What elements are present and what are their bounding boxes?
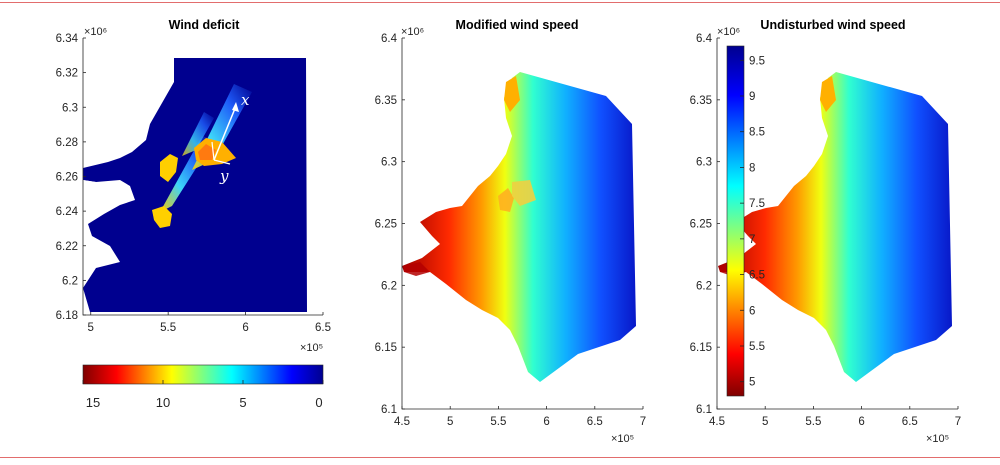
undisturbed-wind-field bbox=[718, 72, 952, 382]
x-tick-label: 6 bbox=[543, 416, 549, 428]
modified-x-exponent: ×10⁵ bbox=[611, 433, 634, 445]
undisturbed-wind-speed-panel: Undisturbed wind speed ×10⁶ ×10⁵ 5 5.5 6 6.… bbox=[690, 18, 962, 445]
x-tick-label: 6.5 bbox=[315, 322, 331, 334]
undisturbed-y-exponent: ×10⁶ bbox=[717, 26, 740, 38]
undisturbed-wind-speed-ticks: 4.5 5 5.5 6 6.5 7 6.1 6.15 6.2 6.25 6.3 6.35 6.4 bbox=[690, 33, 962, 428]
x-axis-annotation: x bbox=[241, 91, 250, 109]
modified-wake-patch bbox=[512, 180, 536, 206]
modified-farm-top bbox=[504, 76, 520, 112]
wind-deficit-ticks: 5 5.5 6 6.5 6.18 6.2 6.22 6.24 6.26 6.28 6.3 6.32 6.… bbox=[56, 33, 331, 334]
x-tick-label: 5 bbox=[447, 416, 453, 428]
y-tick-label: 6.35 bbox=[375, 95, 397, 107]
colorbar-tick-label: 0 bbox=[315, 395, 322, 410]
y-tick-label: 6.2 bbox=[62, 275, 78, 287]
local-axes-arrows bbox=[211, 102, 239, 165]
deficit-land-notch bbox=[83, 180, 104, 212]
farm-deficit-1 bbox=[160, 154, 178, 182]
wind-deficit-field bbox=[83, 58, 307, 312]
speed-colorbar bbox=[726, 45, 745, 397]
wind-deficit-y-exponent: ×10⁶ bbox=[84, 26, 107, 38]
deficit-colorbar-ticks: 15 10 5 0 bbox=[82, 380, 324, 410]
modified-wind-field bbox=[402, 72, 636, 382]
x-tick-label: 6.5 bbox=[587, 416, 603, 428]
y-axis-annotation: y bbox=[219, 167, 229, 185]
x-tick-label: 6.5 bbox=[902, 416, 918, 428]
colorbar-tick-label: 6.5 bbox=[749, 270, 765, 282]
undisturbed-speed-domain bbox=[718, 72, 952, 382]
y-tick-label: 6.25 bbox=[690, 219, 712, 231]
wind-deficit-panel: Wind deficit ×10⁶ ×10⁵ bbox=[56, 18, 331, 410]
y-tick-label: 6.1 bbox=[696, 404, 712, 416]
x-tick-label: 4.5 bbox=[709, 416, 725, 428]
modified-y-exponent: ×10⁶ bbox=[401, 26, 424, 38]
y-tick-label: 6.2 bbox=[381, 280, 397, 292]
x-tick-label: 5 bbox=[88, 322, 94, 334]
x-tick-label: 5.5 bbox=[490, 416, 506, 428]
colorbar-tick-label: 5 bbox=[749, 377, 755, 389]
farm-deficit-3 bbox=[152, 206, 172, 228]
wind-deficit-title: Wind deficit bbox=[169, 18, 241, 32]
y-tick-label: 6.35 bbox=[690, 95, 712, 107]
modified-wind-speed-title: Modified wind speed bbox=[456, 18, 579, 32]
colorbar-tick-label: 8.5 bbox=[749, 127, 765, 139]
colorbar-tick-label: 5.5 bbox=[749, 341, 765, 353]
colorbar-tick-label: 7 bbox=[749, 234, 755, 246]
deficit-colorbar bbox=[82, 364, 324, 385]
colorbar-tick-label: 6 bbox=[749, 305, 755, 317]
x-tick-label: 4.5 bbox=[394, 416, 410, 428]
wind-deficit-x-exponent: ×10⁵ bbox=[300, 342, 323, 354]
colorbar-tick-label: 8 bbox=[749, 162, 755, 174]
x-tick-label: 7 bbox=[955, 416, 961, 428]
y-tick-label: 6.15 bbox=[690, 342, 712, 354]
y-tick-label: 6.1 bbox=[381, 404, 397, 416]
y-tick-label: 6.22 bbox=[56, 241, 78, 253]
colorbar-tick-label: 9 bbox=[749, 91, 755, 103]
x-tick-label: 6 bbox=[858, 416, 864, 428]
farm-deficit-2-core bbox=[198, 144, 216, 160]
modified-coast-dark bbox=[404, 262, 430, 276]
top-rule bbox=[0, 2, 1000, 3]
deficit-wake-upper bbox=[182, 112, 214, 156]
undisturbed-x-exponent: ×10⁵ bbox=[926, 433, 949, 445]
y-tick-label: 6.3 bbox=[62, 102, 78, 114]
y-tick-label: 6.15 bbox=[375, 342, 397, 354]
colorbar-tick-label: 7.5 bbox=[749, 198, 765, 210]
modified-wake-lower bbox=[498, 188, 514, 212]
modified-wind-speed-panel: Modified wind speed ×10⁶ ×10⁵ 4.5 5 5.5 6 6.… bbox=[375, 18, 647, 445]
y-tick-label: 6.2 bbox=[696, 280, 712, 292]
colorbar-tick-label: 9.5 bbox=[749, 55, 765, 67]
x-tick-label: 5.5 bbox=[805, 416, 821, 428]
colorbar-tick-label: 5 bbox=[239, 395, 246, 410]
x-tick-label: 6 bbox=[242, 322, 248, 334]
y-tick-label: 6.34 bbox=[56, 33, 79, 45]
y-tick-label: 6.24 bbox=[56, 206, 79, 218]
modified-wind-speed-ticks: 4.5 5 5.5 6 6.5 7 6.1 6.15 6.2 6.25 6.3 6.35 6.4 bbox=[375, 33, 647, 428]
colorbar-tick-label: 10 bbox=[156, 395, 170, 410]
x-tick-label: 7 bbox=[640, 416, 646, 428]
modified-speed-domain bbox=[402, 72, 636, 382]
colorbar-tick-label: 15 bbox=[86, 395, 100, 410]
y-tick-label: 6.4 bbox=[381, 33, 398, 45]
y-tick-label: 6.28 bbox=[56, 137, 78, 149]
y-tick-label: 6.4 bbox=[696, 33, 713, 45]
x-tick-label: 5.5 bbox=[160, 322, 176, 334]
bottom-rule bbox=[0, 457, 1000, 458]
y-tick-label: 6.3 bbox=[696, 157, 712, 169]
y-tick-label: 6.3 bbox=[381, 157, 397, 169]
x-tick-label: 5 bbox=[762, 416, 768, 428]
y-tick-label: 6.26 bbox=[56, 172, 78, 184]
y-tick-label: 6.32 bbox=[56, 68, 78, 80]
y-tick-label: 6.18 bbox=[56, 310, 78, 322]
speed-colorbar-ticks: 5 5.5 6 6.5 7 7.5 8 8.5 9 9.5 bbox=[740, 55, 765, 389]
deficit-domain bbox=[83, 58, 307, 312]
undisturbed-wind-speed-title: Undisturbed wind speed bbox=[760, 18, 905, 32]
y-tick-label: 6.25 bbox=[375, 219, 397, 231]
undisturbed-farm-top bbox=[820, 76, 836, 112]
